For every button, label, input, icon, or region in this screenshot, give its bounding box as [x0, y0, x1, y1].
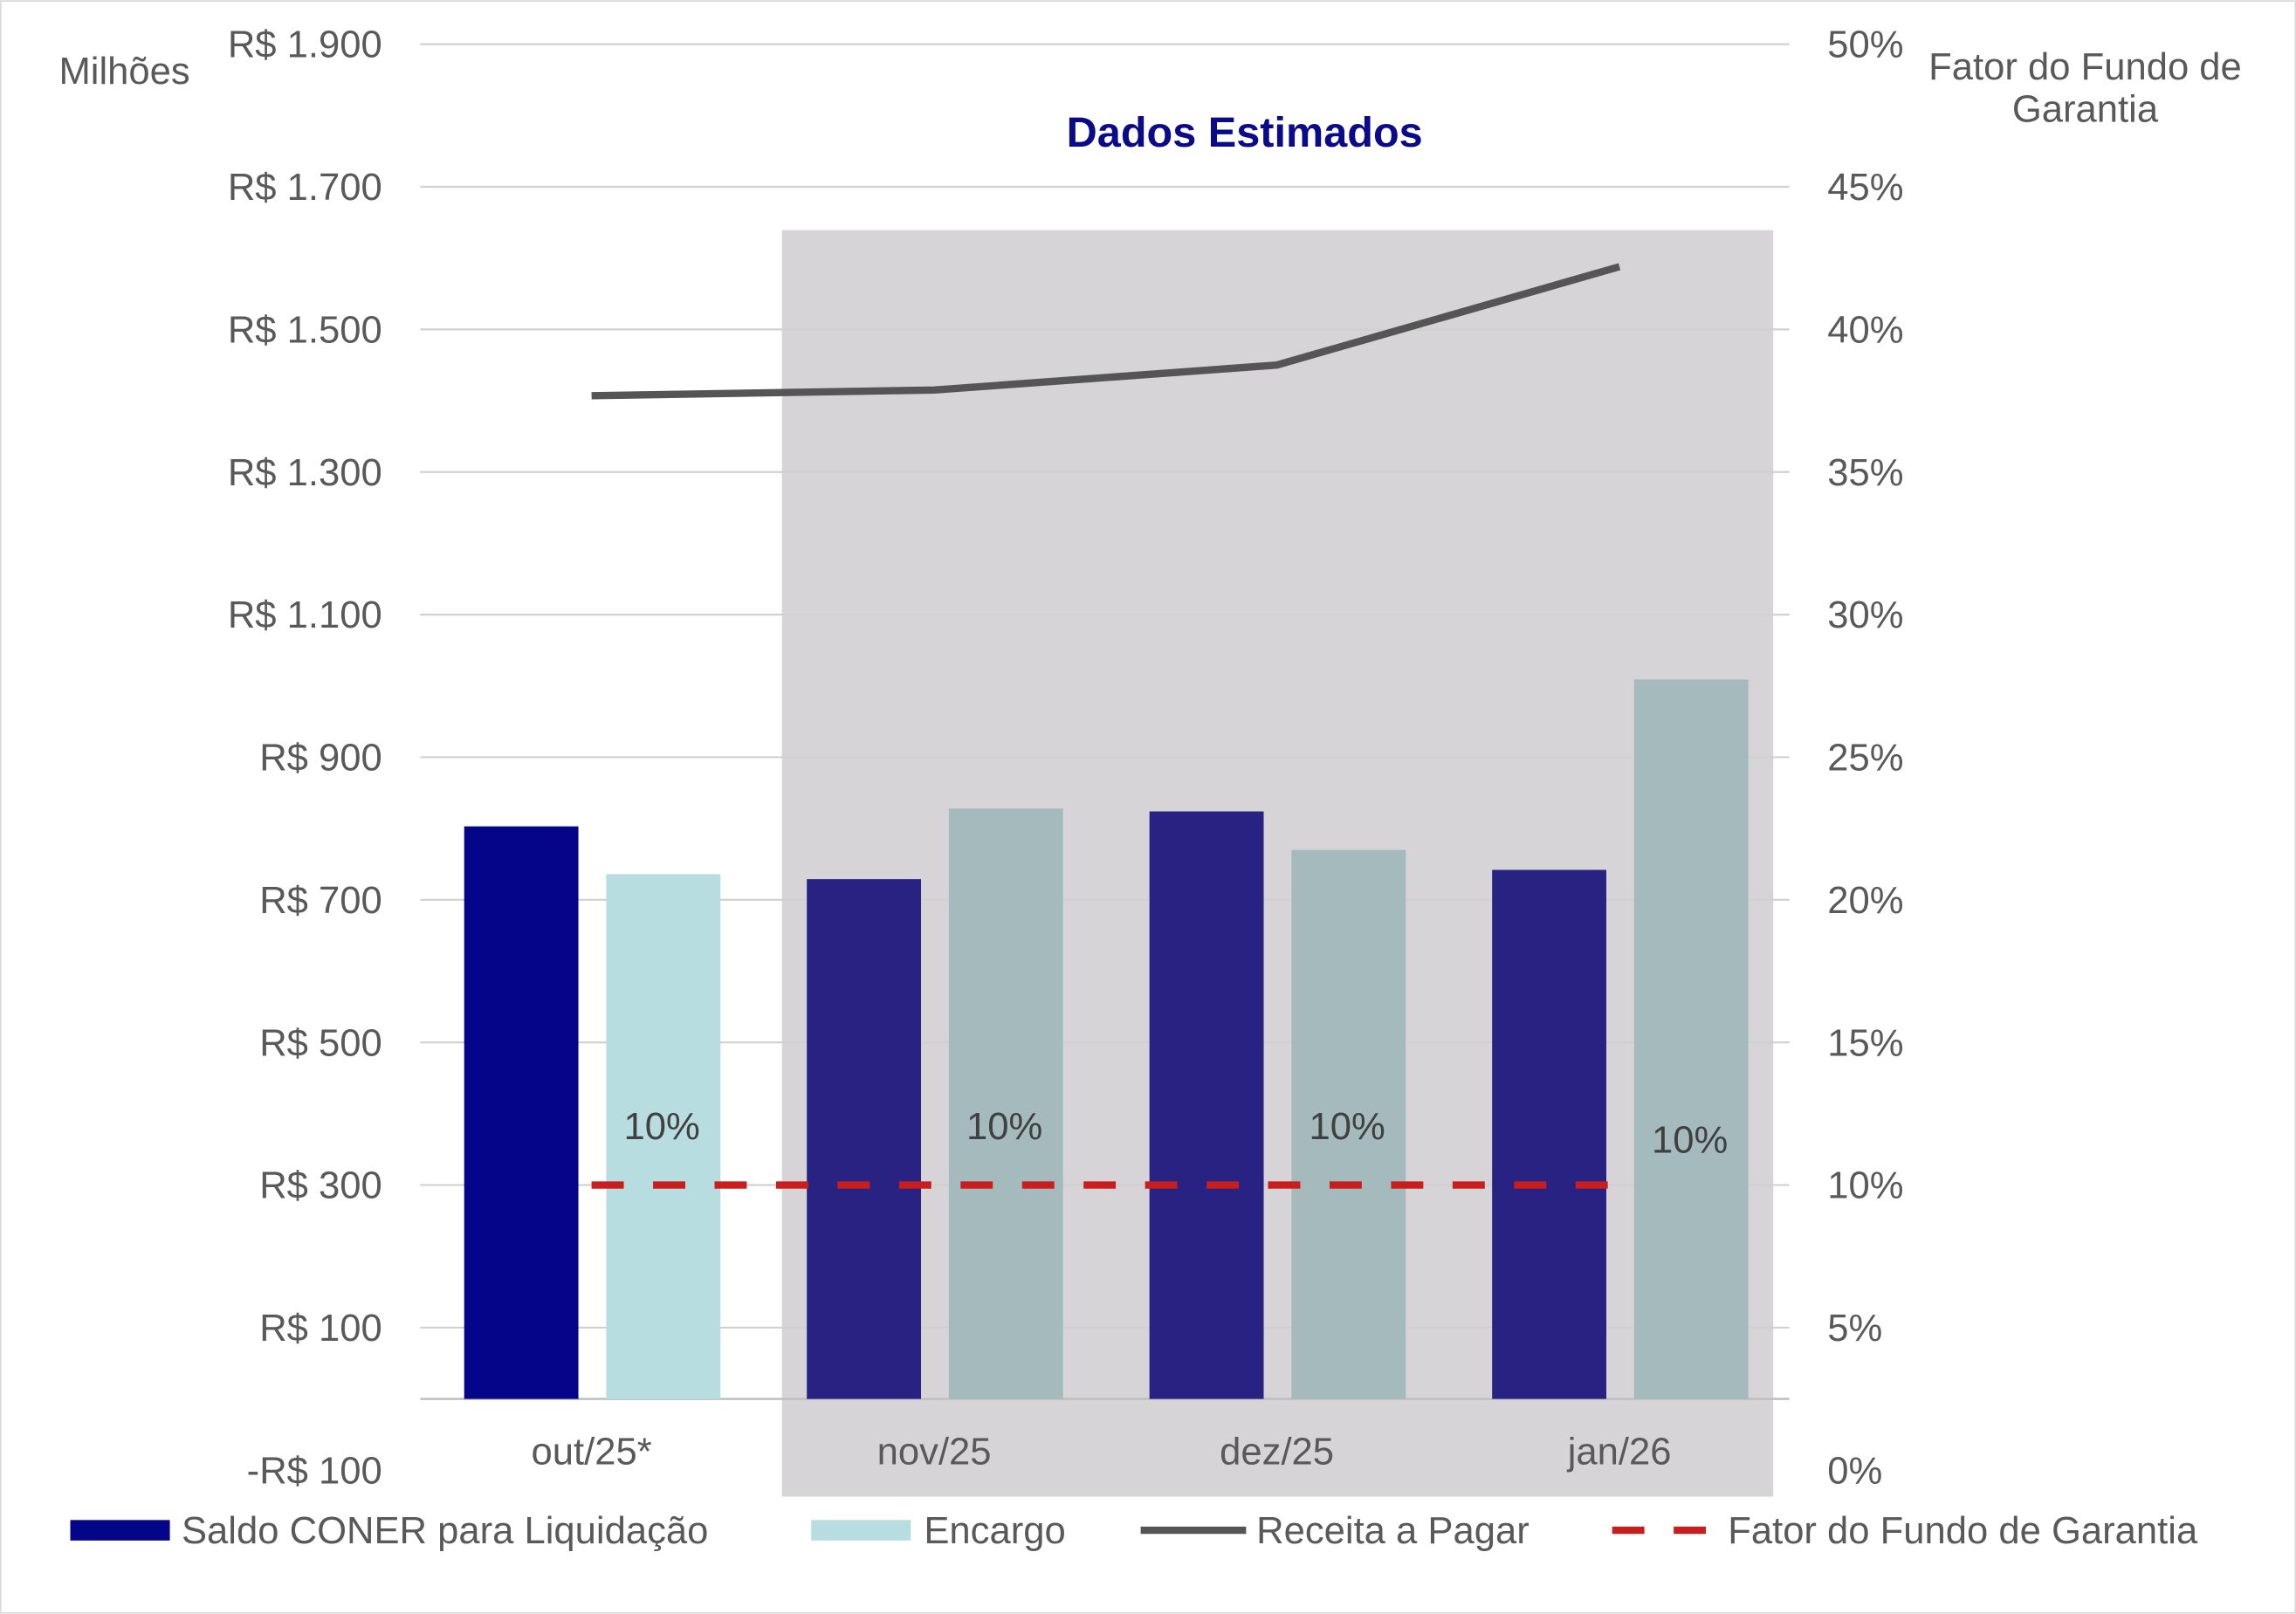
- category-label: dez/25: [1220, 1432, 1334, 1473]
- left-tick-label: R$ 1.900: [228, 24, 382, 66]
- legend-label: Fator do Fundo de Garantia: [1728, 1510, 2198, 1552]
- left-axis-title: Milhões: [58, 51, 189, 93]
- bar-encargo: [948, 808, 1063, 1399]
- bar-saldo: [807, 879, 922, 1399]
- data-label-fator: 10%: [1309, 1106, 1385, 1148]
- left-tick-label: R$ 1.500: [228, 309, 382, 351]
- bar-encargo: [606, 874, 721, 1399]
- left-tick-label: R$ 1.700: [228, 167, 382, 209]
- left-tick-label: R$ 500: [259, 1022, 382, 1064]
- bar-saldo: [464, 826, 579, 1399]
- right-tick-label: 5%: [1827, 1308, 1882, 1350]
- legend-swatch: [811, 1520, 911, 1541]
- right-tick-label: 15%: [1827, 1022, 1903, 1064]
- category-label: nov/25: [877, 1432, 992, 1473]
- right-tick-label: 50%: [1827, 24, 1903, 66]
- data-label-fator: 10%: [966, 1106, 1042, 1148]
- right-tick-label: 20%: [1827, 880, 1903, 922]
- line-receita-a-pagar: [591, 263, 1621, 400]
- right-axis-title-line-2: Garantia: [2012, 89, 2159, 131]
- legend-swatch: [70, 1520, 170, 1541]
- legend-label: Receita a Pagar: [1256, 1510, 1530, 1552]
- data-label-fator: 10%: [624, 1106, 700, 1148]
- bar-saldo: [1492, 869, 1606, 1399]
- right-tick-label: 30%: [1827, 594, 1903, 636]
- left-tick-label: R$ 900: [259, 738, 382, 780]
- bar-saldo: [1149, 811, 1264, 1399]
- right-axis-title-line-1: Fator do Fundo de: [1928, 46, 2242, 88]
- legend-label: Encargo: [924, 1510, 1065, 1552]
- right-tick-label: 45%: [1827, 167, 1903, 209]
- left-tick-label: R$ 300: [259, 1165, 382, 1207]
- left-tick-label: R$ 1.100: [228, 594, 382, 636]
- right-tick-label: 35%: [1827, 452, 1903, 494]
- right-tick-label: 40%: [1827, 309, 1903, 351]
- right-tick-label: 0%: [1827, 1450, 1882, 1492]
- chart-title: Dados Estimados: [1067, 109, 1423, 156]
- category-label: jan/26: [1566, 1432, 1672, 1473]
- left-tick-label: R$ 1.300: [228, 452, 382, 494]
- left-tick-label: -R$ 100: [247, 1450, 382, 1492]
- legend: Saldo CONER para Liquidação Encargo Receit…: [70, 1510, 2198, 1552]
- bar-encargo: [1633, 679, 1749, 1399]
- right-tick-label: 25%: [1827, 738, 1903, 780]
- left-tick-label: R$ 100: [259, 1308, 382, 1350]
- left-tick-label: R$ 700: [259, 880, 382, 922]
- data-label-fator: 10%: [1652, 1119, 1728, 1161]
- category-label: out/25*: [532, 1432, 652, 1473]
- bar-encargo: [1291, 849, 1406, 1399]
- legend-label: Saldo CONER para Liquidação: [182, 1510, 708, 1552]
- right-tick-label: 10%: [1827, 1165, 1903, 1207]
- estimated-data-shade: [781, 230, 1774, 1497]
